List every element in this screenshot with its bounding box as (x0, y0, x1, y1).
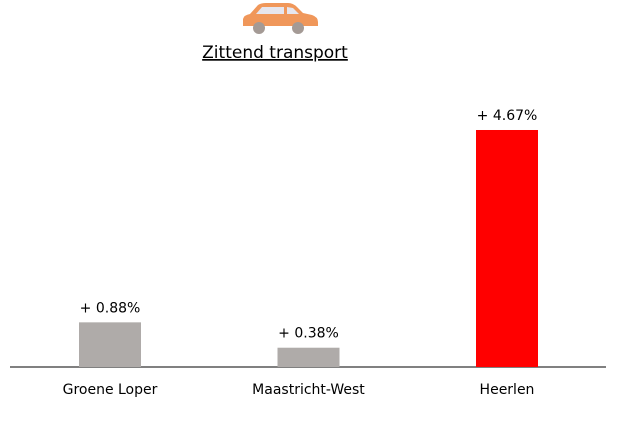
value-label: + 4.67% (477, 108, 538, 124)
bar (79, 322, 141, 367)
chart-title: Zittend transport (202, 43, 348, 63)
bar (476, 129, 538, 367)
bar (277, 347, 340, 367)
x-tick-label: Groene Loper (63, 382, 158, 398)
x-tick-label: Heerlen (480, 382, 535, 398)
value-label: + 0.38% (278, 326, 339, 342)
x-tick-label: Maastricht-West (252, 382, 365, 398)
car-icon (243, 3, 318, 34)
value-label: + 0.88% (80, 300, 141, 316)
